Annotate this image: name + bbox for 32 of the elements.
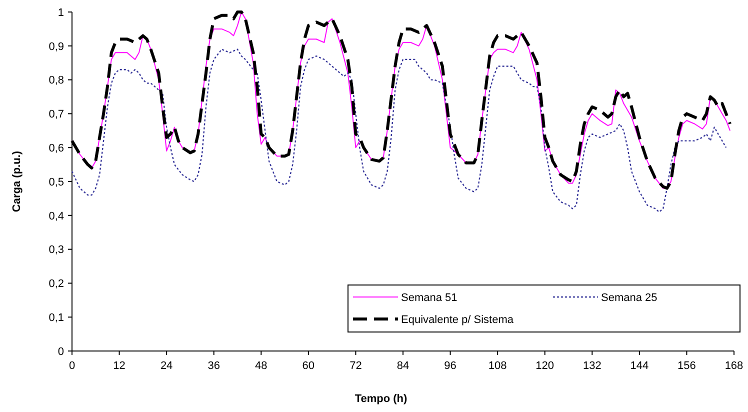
- y-tick-label: 0,9: [48, 40, 64, 53]
- x-tick-label: 72: [350, 360, 362, 372]
- x-tick-label: 120: [536, 360, 554, 372]
- x-tick-label: 108: [488, 360, 507, 372]
- y-tick-label: 0,8: [48, 74, 64, 87]
- x-tick-label: 0: [68, 360, 76, 372]
- x-axis-title: Tempo (h): [354, 393, 408, 405]
- legend-label: Semana 25: [601, 292, 658, 304]
- x-tick-label: 132: [582, 360, 602, 372]
- x-tick-label: 84: [396, 360, 410, 372]
- legend-label: Semana 51: [401, 292, 458, 304]
- y-tick-label: 0,1: [48, 312, 64, 324]
- line-series: [71, 48, 727, 213]
- x-tick-label: 168: [724, 360, 744, 372]
- x-tick-label: 156: [678, 360, 696, 372]
- y-tick-label: 0,4: [48, 210, 64, 222]
- y-tick-label: 0,3: [48, 244, 64, 256]
- x-tick-label: 36: [208, 360, 220, 372]
- y-tick-label: 1: [58, 6, 64, 19]
- legend-label: Equivalente p/ Sistema: [401, 314, 514, 326]
- x-tick-label: 60: [302, 360, 315, 372]
- x-tick-label: 96: [444, 360, 456, 372]
- y-tick-label: 0: [58, 346, 64, 358]
- x-tick-label: 24: [160, 360, 173, 372]
- y-tick-label: 0,6: [48, 142, 64, 154]
- y-tick-label: 0,2: [48, 278, 64, 290]
- y-tick-label: 0,7: [48, 108, 64, 121]
- x-tick-label: 12: [113, 360, 126, 372]
- x-tick-label: 144: [630, 360, 649, 372]
- y-axis-title: Carga (p.u.): [11, 150, 23, 212]
- y-tick-label: 0,5: [48, 176, 64, 188]
- x-tick-label: 48: [255, 360, 268, 372]
